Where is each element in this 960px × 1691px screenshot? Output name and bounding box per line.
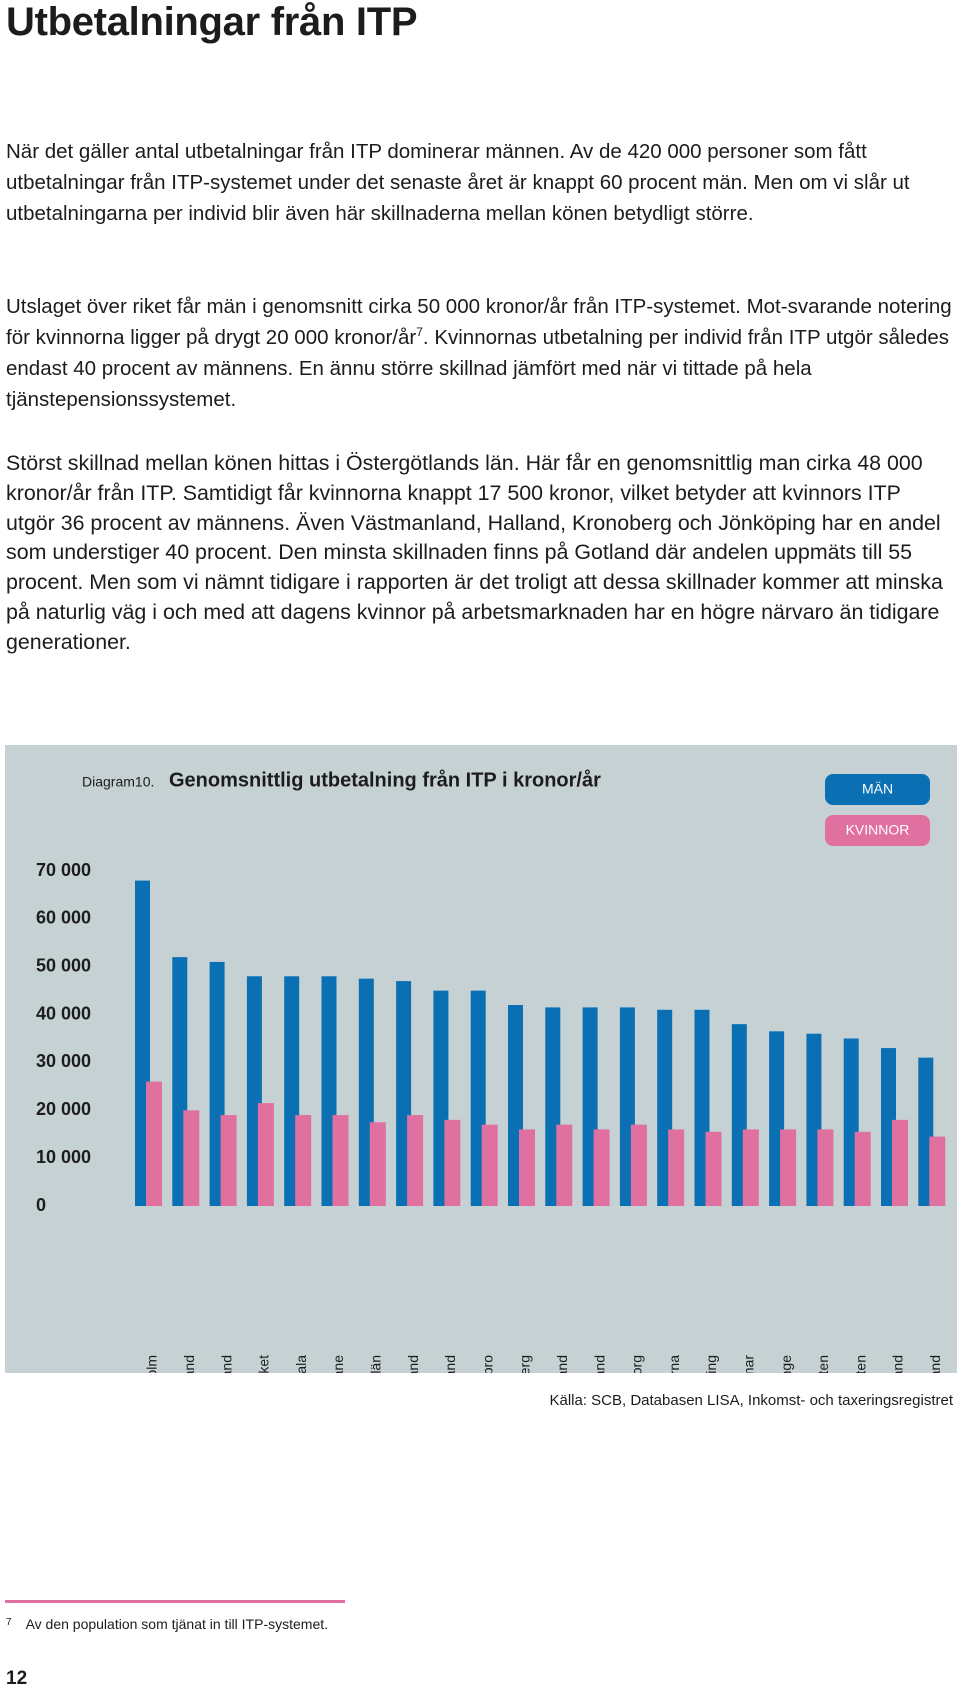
bar — [519, 1129, 535, 1206]
bar — [817, 1129, 834, 1206]
bar — [481, 1124, 498, 1206]
x-tick-label: Värmland — [591, 1355, 607, 1373]
paragraph-text: . Kvinnornas utbetalning per individ frå… — [6, 326, 950, 411]
x-tick-label: Kronoberg — [517, 1355, 533, 1373]
footnote: 7 Av den population som tjänat in till IT… — [6, 1616, 328, 1632]
x-tick-label: Halland — [218, 1355, 234, 1373]
x-tick-label: Jönköping — [703, 1355, 719, 1373]
x-tick-label: Blekinge — [778, 1355, 794, 1373]
x-tick-label: Kalmar — [741, 1355, 757, 1373]
bar — [780, 1129, 797, 1206]
chart-label: Diagram10. — [82, 774, 154, 790]
y-tick-label: 60 000 — [36, 908, 91, 928]
footnote-ref: 7 — [416, 325, 423, 340]
bar — [220, 1115, 237, 1206]
footnote-rule — [5, 1600, 345, 1603]
paragraph: När det gäller antal utbetalningar från … — [6, 140, 910, 225]
footnote-number: 7 — [6, 1617, 12, 1628]
x-tick-label: Norrbotten — [815, 1355, 831, 1373]
bar — [257, 1103, 274, 1206]
y-tick-label: 50 000 — [36, 955, 91, 975]
x-tick-label: Örebro — [478, 1355, 495, 1373]
bar — [295, 1115, 312, 1206]
y-tick-label: 40 000 — [36, 1003, 91, 1023]
x-tick-label: Södermanland — [405, 1355, 421, 1373]
paragraph: Utslaget över riket får män i genomsnitt… — [6, 291, 952, 415]
x-tick-label: Västra Götaland — [442, 1355, 458, 1373]
bar — [742, 1129, 759, 1206]
legend-label: KVINNOR — [846, 822, 910, 838]
bar — [892, 1119, 908, 1206]
bar — [407, 1115, 424, 1206]
bar — [369, 1122, 386, 1206]
x-tick-label: Uppsala — [293, 1355, 309, 1373]
bar — [854, 1131, 871, 1206]
y-tick-label: 0 — [36, 1195, 46, 1215]
y-tick-label: 20 000 — [36, 1099, 91, 1119]
x-tick-label: Gotland — [890, 1355, 906, 1373]
bar — [556, 1124, 573, 1206]
x-tick-label: Jämtland — [927, 1355, 943, 1373]
x-tick-label: Stockholm — [144, 1355, 160, 1373]
bar — [630, 1124, 647, 1206]
bar — [146, 1081, 162, 1206]
bar — [929, 1136, 946, 1206]
x-tick-label: Dalarna — [666, 1355, 682, 1373]
y-tick-label: 30 000 — [36, 1051, 91, 1071]
y-tick-label: 70 000 — [36, 860, 91, 880]
paragraph-text: Utslaget över riket får män i genomsnitt… — [6, 295, 952, 349]
page-title: Utbetalningar från ITP — [6, 0, 418, 44]
bar — [444, 1119, 461, 1206]
source: Källa: SCB, Databasen LISA, Inkomst- och… — [549, 1392, 953, 1409]
legend-label: MÄN — [862, 781, 893, 797]
y-tick-label: 10 000 — [36, 1147, 91, 1167]
x-tick-label: Västmanland — [181, 1355, 197, 1373]
x-tick-label: Östergötlands län — [367, 1355, 384, 1373]
chart-title: Genomsnittlig utbetalning från ITP i kro… — [169, 768, 601, 791]
legend-swatch — [825, 815, 930, 846]
x-tick-label: Riket — [256, 1355, 272, 1373]
paragraph: Störst skillnad mellan könen hittas i Ös… — [6, 451, 943, 654]
x-tick-label: Västerbotten — [852, 1355, 868, 1373]
bar — [593, 1129, 610, 1206]
legend-swatch — [825, 774, 930, 805]
chart: Diagram10. Genomsnittlig utbetalning frå… — [5, 745, 957, 1373]
footnote-text: Av den population som tjänat in till ITP… — [25, 1616, 329, 1632]
x-tick-label: Gävleborg — [629, 1355, 645, 1373]
bar — [183, 1110, 200, 1206]
x-tick-label: Skåne — [330, 1355, 346, 1373]
bar — [332, 1115, 349, 1206]
bar — [668, 1129, 685, 1206]
page-number: 12 — [6, 1668, 28, 1689]
x-tick-label: Västernorrland — [554, 1355, 570, 1373]
bar — [705, 1131, 722, 1206]
